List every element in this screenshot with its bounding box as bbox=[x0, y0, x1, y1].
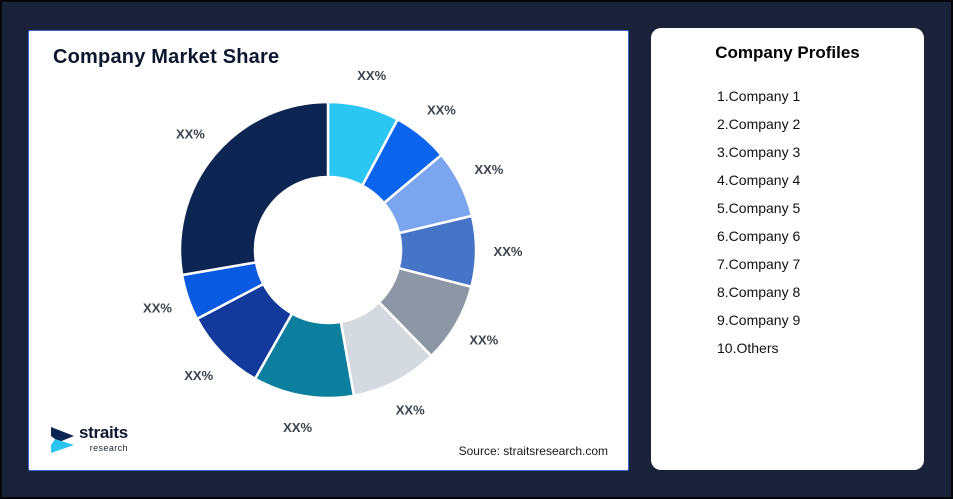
company-profiles-card: Company Profiles 1.Company 1 2.Company 2 3… bbox=[651, 28, 924, 470]
donut-segment-label-6: XX% bbox=[396, 403, 425, 418]
logo-sub-text: research bbox=[89, 443, 128, 453]
profiles-title: Company Profiles bbox=[715, 43, 860, 62]
donut-segment-label-9: XX% bbox=[143, 300, 172, 315]
company-list-item: 6.Company 6 bbox=[717, 228, 801, 244]
straits-research-logo: straits research bbox=[49, 424, 128, 456]
logo-brand-text: straits bbox=[79, 423, 128, 442]
company-list-item: 1.Company 1 bbox=[717, 88, 801, 104]
straits-logo-icon bbox=[51, 427, 74, 453]
donut-segment-label-7: XX% bbox=[283, 420, 312, 435]
company-list-item: 7.Company 7 bbox=[717, 256, 801, 272]
market-share-donut-chart: XX% XX% XX% XX% XX% XX% XX% XX% XX% XX% bbox=[143, 68, 523, 435]
company-profiles-list: 1.Company 1 2.Company 2 3.Company 3 4.Compa… bbox=[717, 82, 800, 362]
logo-chevron-cyan bbox=[51, 439, 74, 453]
donut-segment-10 bbox=[178, 100, 330, 277]
company-list-item: 2.Company 2 bbox=[717, 116, 801, 132]
logo-text: straits research bbox=[79, 423, 128, 454]
chart-title: Company Market Share bbox=[53, 46, 280, 68]
donut-segment-label-8: XX% bbox=[184, 368, 213, 383]
donut-segment-label-4: XX% bbox=[494, 244, 523, 259]
company-list-item: 10.Others bbox=[717, 340, 779, 356]
donut-segment-label-10: XX% bbox=[176, 127, 205, 142]
company-list-item: 8.Company 8 bbox=[717, 284, 801, 300]
logo-chevron-dark bbox=[51, 427, 74, 442]
source-note: Source: straitsresearch.com bbox=[458, 444, 608, 458]
market-share-card: Company Market Share XX% XX% XX% XX% XX% XX% X… bbox=[28, 30, 629, 471]
company-list-item: 3.Company 3 bbox=[717, 144, 801, 160]
company-list-item: 9.Company 9 bbox=[717, 312, 801, 328]
company-list-item: 4.Company 4 bbox=[717, 172, 801, 188]
donut-segment-label-5: XX% bbox=[469, 333, 498, 348]
company-list-item: 5.Company 5 bbox=[717, 200, 801, 216]
donut-segment-label-3: XX% bbox=[474, 162, 503, 177]
donut-segment-label-1: XX% bbox=[357, 68, 386, 83]
donut-segment-label-2: XX% bbox=[427, 103, 456, 118]
